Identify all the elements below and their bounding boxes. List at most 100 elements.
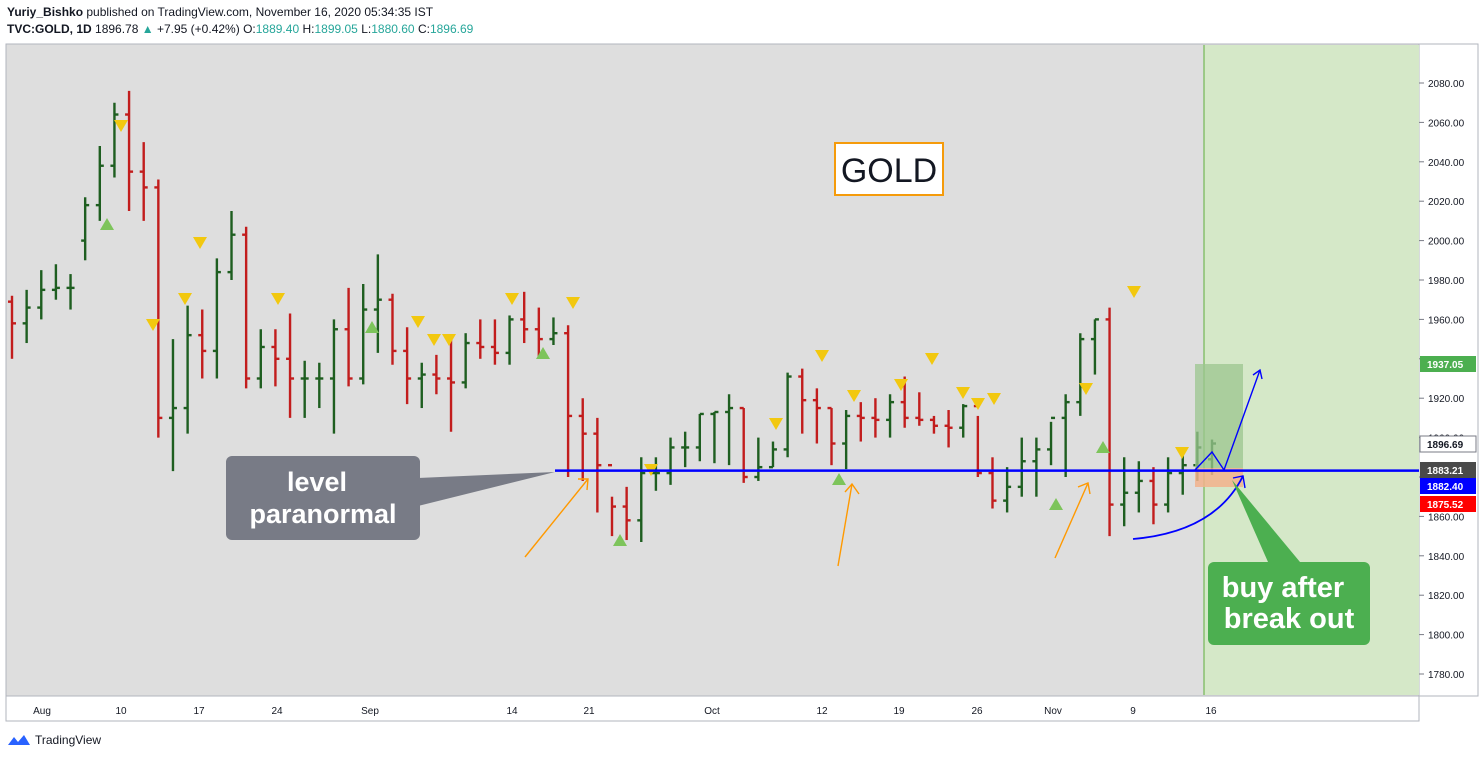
ohlc-bar[interactable] (183, 305, 192, 434)
ohlc-bar[interactable] (871, 398, 880, 438)
ohlc-bar[interactable] (842, 410, 851, 470)
ohlc-bar[interactable] (37, 270, 46, 320)
ohlc-bar[interactable] (1090, 318, 1099, 375)
ohlc-bar[interactable] (783, 372, 792, 458)
ohlc-bar[interactable] (754, 437, 763, 481)
price-label-text: 1896.69 (1427, 440, 1464, 451)
author-name[interactable]: Yuriy_Bishko (7, 5, 84, 19)
ohlc-bar[interactable] (1047, 416, 1056, 466)
ohlc-bar[interactable] (403, 327, 412, 405)
ohlc-bar[interactable] (1076, 333, 1085, 416)
orange-arrow-3-head (1077, 482, 1091, 495)
level-callout-line2: paranormal (249, 499, 396, 529)
ohlc-bar[interactable] (725, 394, 734, 466)
ohlc-bar[interactable] (1003, 467, 1012, 513)
ohlc-bar[interactable] (900, 376, 909, 428)
ohlc-bar[interactable] (476, 319, 485, 359)
ohlc-bar[interactable] (681, 431, 690, 468)
ohlc-bar[interactable] (1120, 457, 1129, 527)
ohlc-bar[interactable] (768, 441, 777, 469)
ohlc-bar[interactable] (710, 410, 719, 464)
ohlc-bar[interactable] (1017, 437, 1026, 497)
close-label: C: (417, 22, 430, 36)
ohlc-bar[interactable] (622, 486, 631, 541)
ohlc-bar[interactable] (227, 211, 236, 280)
ohlc-bar[interactable] (988, 457, 997, 509)
ohlc-bar[interactable] (51, 264, 60, 300)
ohlc-bar[interactable] (915, 392, 924, 426)
ohlc-bar[interactable] (271, 329, 280, 387)
y-tick-label: 1840.00 (1428, 552, 1465, 563)
ohlc-bar[interactable] (490, 319, 499, 365)
gold-title-box[interactable] (834, 142, 944, 196)
gold-title: GOLD (841, 152, 937, 190)
ohlc-bar[interactable] (22, 289, 31, 344)
buy-callout-box[interactable] (1208, 562, 1370, 645)
ohlc-bar[interactable] (256, 329, 265, 389)
ohlc-bar[interactable] (95, 146, 104, 221)
plot-area[interactable] (5, 43, 1420, 697)
ohlc-bar[interactable] (139, 142, 148, 221)
ohlc-bar[interactable] (198, 309, 207, 379)
ohlc-bar[interactable] (81, 197, 90, 261)
ohlc-bar[interactable] (944, 410, 953, 448)
ohlc-bar[interactable] (300, 360, 309, 418)
ohlc-bar[interactable] (168, 339, 177, 472)
ohlc-bar[interactable] (578, 398, 587, 481)
ohlc-bar[interactable] (695, 412, 704, 462)
ohlc-bar[interactable] (666, 437, 675, 485)
ohlc-bar[interactable] (505, 315, 514, 365)
x-tick-label: 16 (1205, 706, 1217, 717)
price-label-text: 1875.52 (1427, 500, 1464, 511)
ohlc-bar[interactable] (1032, 437, 1041, 497)
ohlc-bar[interactable] (798, 368, 807, 434)
ohlc-bar[interactable] (344, 287, 353, 387)
ohlc-bar[interactable] (212, 258, 221, 379)
ohlc-bar[interactable] (856, 402, 865, 442)
ohlc-bar[interactable] (315, 362, 324, 409)
ohlc-bar[interactable] (286, 313, 295, 418)
ohlc-bar[interactable] (461, 333, 470, 389)
ohlc-bar[interactable] (373, 254, 382, 353)
ohlc-bar[interactable] (827, 406, 836, 466)
price-label: 1883.21 (1420, 462, 1476, 478)
ohlc-bar[interactable] (447, 339, 456, 432)
ohlc-bar[interactable] (959, 404, 968, 438)
low-value: 1880.60 (371, 22, 415, 36)
open-value: 1889.40 (255, 22, 300, 36)
ohlc-bar[interactable] (608, 463, 616, 537)
level-callout-box[interactable] (226, 456, 420, 540)
ohlc-bar[interactable] (593, 417, 602, 513)
ohlc-bar[interactable] (388, 293, 397, 365)
ohlc-bar[interactable] (417, 362, 426, 409)
price-label-text: 1883.21 (1427, 466, 1464, 477)
ohlc-bar[interactable] (534, 307, 543, 359)
ohlc-bar[interactable] (1105, 307, 1114, 537)
ohlc-bar[interactable] (329, 319, 338, 434)
ohlc-bar[interactable] (1061, 394, 1070, 477)
ohlc-bar[interactable] (1164, 457, 1173, 513)
ohlc-bar[interactable] (242, 226, 251, 389)
ohlc-bar[interactable] (125, 90, 134, 212)
symbol-name[interactable]: TVC:GOLD, 1D (7, 22, 92, 36)
ohlc-bar[interactable] (549, 317, 558, 346)
ohlc-bar[interactable] (432, 354, 441, 395)
ohlc-bar[interactable] (66, 274, 75, 310)
ohlc-bar[interactable] (110, 102, 119, 178)
price-label-bg (1420, 478, 1476, 494)
sell-signal-triangle (427, 334, 441, 346)
ohlc-bar[interactable] (1149, 467, 1158, 525)
ohlc-bar[interactable] (154, 179, 163, 438)
ohlc-bar[interactable] (564, 325, 573, 477)
tradingview-logo-icon (8, 735, 30, 745)
ohlc-bar[interactable] (8, 295, 16, 359)
orange-arrow-3 (1054, 482, 1089, 559)
ohlc-bar[interactable] (520, 291, 529, 344)
ohlc-bar[interactable] (812, 388, 821, 444)
sell-signal-triangle (815, 350, 829, 362)
tradingview-footer[interactable]: TradingView (7, 733, 101, 747)
ohlc-bar[interactable] (929, 415, 938, 434)
ohlc-bar[interactable] (359, 283, 368, 385)
sell-signal-triangle (178, 293, 192, 305)
ohlc-bar[interactable] (886, 394, 895, 438)
